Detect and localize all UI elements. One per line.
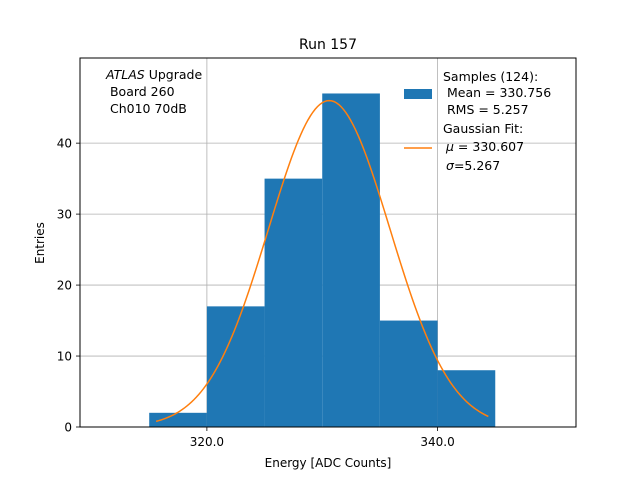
annotation-channel: Ch010 70dB xyxy=(106,101,187,116)
legend: Samples (124): Mean = 330.756 RMS = 5.25… xyxy=(404,69,551,173)
annotation-board: Board 260 xyxy=(106,84,175,99)
legend-fit-sigma-symbol: σ xyxy=(446,158,455,173)
histogram-bar xyxy=(206,306,265,427)
gaussian-fit-curve xyxy=(155,99,489,423)
plot-frame xyxy=(79,57,577,428)
legend-fit-title: Gaussian Fit: xyxy=(443,121,523,136)
histogram-bar xyxy=(264,178,323,427)
legend-samples-title: Samples (124): xyxy=(443,69,538,84)
svg-text:ATLAS Upgrade: ATLAS Upgrade xyxy=(105,67,202,82)
histogram-bar xyxy=(149,412,207,427)
annotation-experiment-suffix: Upgrade xyxy=(145,67,203,82)
x-axis-label: Energy [ADC Counts] xyxy=(265,456,392,470)
y-tick-label: 40 xyxy=(57,137,72,151)
atlas-annotation: ATLAS Upgrade Board 260 Ch010 70dB xyxy=(105,67,202,116)
legend-fit-mu-value: = 330.607 xyxy=(454,139,524,154)
histogram-bar xyxy=(322,93,380,427)
x-tick-label: 340.0 xyxy=(420,435,454,449)
y-tick-label: 20 xyxy=(57,279,72,293)
chart-title: Run 157 xyxy=(299,37,357,53)
y-tick-label: 30 xyxy=(57,208,72,222)
histogram-bars xyxy=(149,93,496,427)
legend-swatch-samples xyxy=(404,89,432,99)
annotation-experiment: ATLAS xyxy=(105,67,145,82)
legend-samples-mean: Mean = 330.756 xyxy=(443,85,551,100)
svg-text:σ=5.267: σ=5.267 xyxy=(446,158,500,173)
histogram-bar xyxy=(437,370,496,427)
y-axis-label: Entries xyxy=(33,222,47,264)
legend-fit-mu-symbol: μ xyxy=(445,139,454,154)
axis-ticks: 320.0 340.0 0 10 20 30 40 xyxy=(57,137,455,449)
y-tick-label: 10 xyxy=(57,350,72,364)
legend-samples-rms: RMS = 5.257 xyxy=(443,102,529,117)
legend-fit-sigma-value: =5.267 xyxy=(454,158,500,173)
svg-text:μ = 330.607: μ = 330.607 xyxy=(445,139,524,154)
histogram-bar xyxy=(379,320,438,427)
x-tick-label: 320.0 xyxy=(190,435,224,449)
y-tick-label: 0 xyxy=(64,421,72,435)
